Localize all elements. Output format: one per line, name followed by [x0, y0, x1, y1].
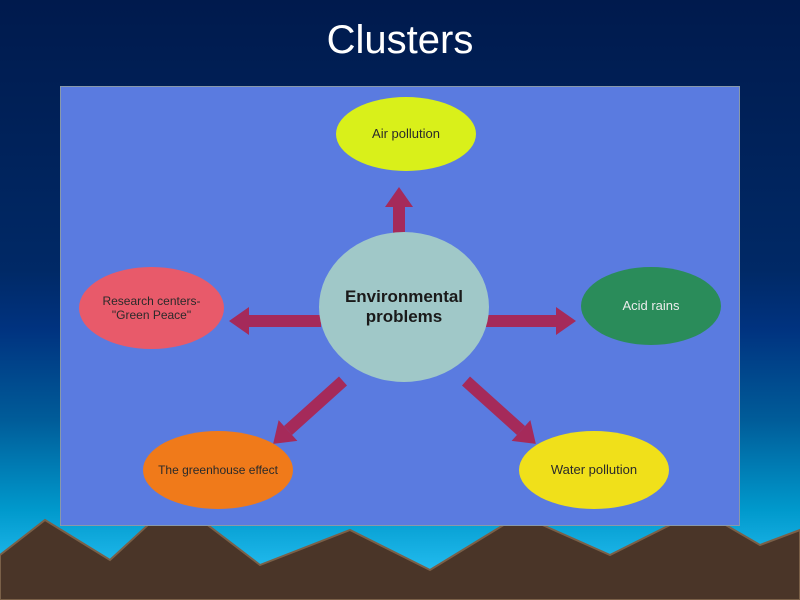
arrow-shaft [462, 377, 525, 435]
node-acid: Acid rains [581, 267, 721, 345]
arrow-to-res [231, 307, 321, 335]
node-air: Air pollution [336, 97, 476, 171]
arrow-shaft [486, 315, 556, 327]
node-label: Acid rains [622, 298, 679, 314]
node-green: The greenhouse effect [143, 431, 293, 509]
node-label: Air pollution [372, 126, 440, 142]
arrow-to-green [265, 371, 352, 453]
slide-title: Clusters [0, 18, 800, 63]
arrow-head [385, 187, 413, 207]
node-res: Research centers- "Green Peace" [79, 267, 224, 349]
node-water: Water pollution [519, 431, 669, 509]
cluster-diagram: Environmental problems Air pollution Aci… [60, 86, 740, 526]
arrow-to-water [457, 371, 544, 453]
node-label: Water pollution [551, 462, 637, 478]
node-label: Research centers- "Green Peace" [89, 294, 214, 323]
arrow-head [556, 307, 576, 335]
node-label: The greenhouse effect [158, 463, 278, 477]
arrow-to-acid [486, 307, 574, 335]
center-label: Environmental problems [329, 287, 479, 328]
arrow-shaft [284, 377, 347, 435]
arrow-shaft [249, 315, 321, 327]
arrow-head [229, 307, 249, 335]
center-node: Environmental problems [319, 232, 489, 382]
